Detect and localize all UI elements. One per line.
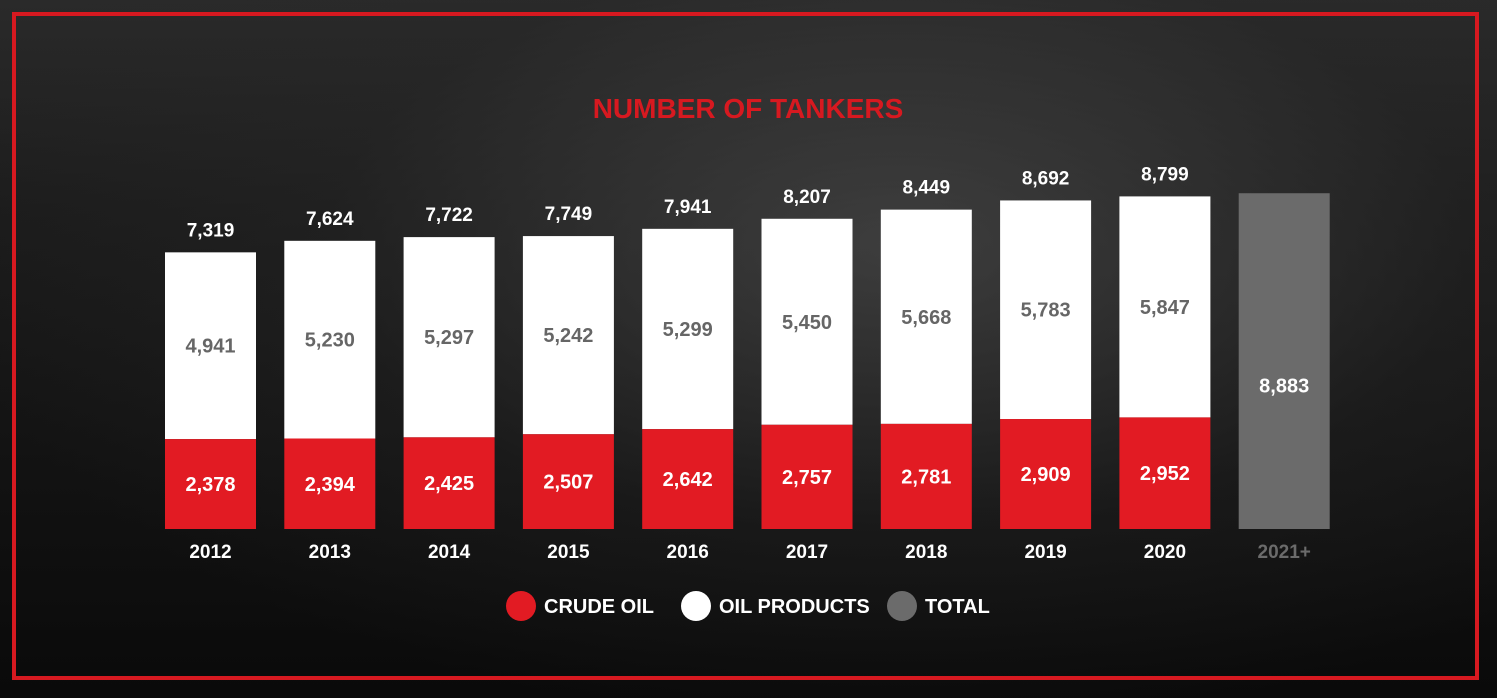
x-tick-label: 2016 (667, 542, 709, 563)
legend-label: TOTAL (925, 596, 990, 618)
x-tick-label: 2014 (428, 542, 471, 563)
x-tick-label: 2013 (309, 542, 351, 563)
bar-crude-oil (403, 437, 495, 529)
legend-swatch (681, 591, 711, 621)
bar-group-2018: 5,668 2,781 8,449 2018 (880, 178, 972, 563)
bar-crude-oil (880, 423, 972, 529)
bar-total (1238, 193, 1330, 529)
bar-crude-oil (642, 429, 734, 529)
bar-group-2017: 5,450 2,757 8,207 2017 (761, 187, 853, 563)
bar-group-2016: 5,299 2,642 7,941 2016 (642, 197, 734, 563)
label-crude-oil: 2,757 (782, 467, 832, 489)
legend-item-crude-oil: CRUDE OIL (506, 591, 654, 621)
bar-group-2015: 5,242 2,507 7,749 2015 (522, 204, 614, 563)
bar-oil-products (880, 209, 972, 424)
label-crude-oil: 2,952 (1140, 463, 1190, 485)
label-total: 7,941 (664, 197, 712, 218)
label-total: 8,692 (1022, 168, 1070, 189)
legend-item-total: TOTAL (887, 591, 990, 621)
label-crude-oil: 2,378 (185, 474, 235, 496)
bar-group-2013: 5,230 2,394 7,624 2013 (284, 209, 376, 563)
label-oil-products: 5,230 (305, 330, 355, 352)
legend-label: OIL PRODUCTS (719, 596, 870, 618)
bar-group-2021+: 8,883 2021+ (1238, 193, 1330, 563)
bar-group-2012: 4,941 2,378 7,319 2012 (165, 220, 256, 563)
label-crude-oil: 2,425 (424, 473, 474, 495)
label-oil-products: 5,242 (543, 325, 593, 347)
bar-crude-oil (761, 424, 853, 529)
legend-swatch (887, 591, 917, 621)
label-oil-products: 5,668 (901, 307, 951, 329)
bar-oil-products (284, 240, 376, 439)
label-total: 8,449 (903, 178, 951, 199)
bars: 4,9412,3787,31920125,2302,3947,62420135,… (165, 164, 1330, 563)
bar-oil-products (761, 218, 853, 425)
bar-oil-products (642, 228, 734, 430)
x-tick-label: 2015 (547, 542, 590, 563)
x-tick-label: 2021+ (1258, 542, 1311, 563)
bar-group-2014: 5,297 2,425 7,722 2014 (403, 205, 495, 563)
bar-group-2020: 5,847 2,952 8,799 2020 (1119, 164, 1211, 563)
x-tick-label: 2018 (905, 542, 947, 563)
label-oil-products: 5,847 (1140, 297, 1190, 319)
label-oil-products: 5,450 (782, 312, 832, 334)
bar-crude-oil (165, 439, 256, 529)
label-oil-products: 5,297 (424, 327, 474, 349)
chart-title: NUMBER OF TANKERS (593, 93, 904, 124)
label-crude-oil: 2,909 (1021, 464, 1071, 486)
label-total: 7,722 (425, 205, 473, 226)
legend-label: CRUDE OIL (544, 596, 654, 618)
bar-crude-oil (522, 434, 614, 529)
bar-crude-oil (1000, 419, 1092, 529)
bar-group-2019: 5,783 2,909 8,692 2019 (1000, 168, 1092, 563)
bar-oil-products (403, 237, 495, 438)
label-total: 7,749 (545, 204, 593, 225)
bar-crude-oil (284, 438, 376, 529)
label-oil-products: 4,941 (185, 336, 235, 358)
label-total: 8,799 (1141, 164, 1189, 185)
label-oil-products: 5,783 (1021, 300, 1071, 322)
bar-oil-products (1000, 200, 1092, 420)
bar-crude-oil (1119, 417, 1211, 529)
label-crude-oil: 2,781 (901, 466, 951, 488)
label-crude-oil: 2,507 (543, 472, 593, 494)
bar-oil-products (1119, 196, 1211, 418)
label-oil-products: 5,299 (663, 319, 713, 341)
legend: CRUDE OIL OIL PRODUCTS TOTAL (506, 591, 990, 621)
chart-frame (12, 12, 1479, 680)
x-tick-label: 2020 (1144, 542, 1186, 563)
bar-oil-products (522, 236, 614, 435)
label-total: 8,207 (783, 187, 831, 208)
x-tick-label: 2019 (1024, 542, 1066, 563)
legend-item-oil-products: OIL PRODUCTS (681, 591, 870, 621)
legend-swatch (506, 591, 536, 621)
label-total: 7,319 (187, 220, 235, 241)
label-total: 8,883 (1259, 376, 1309, 398)
x-tick-label: 2017 (786, 542, 828, 563)
label-crude-oil: 2,394 (305, 474, 356, 496)
x-tick-label: 2012 (189, 542, 231, 563)
label-total: 7,624 (306, 209, 354, 230)
bar-oil-products (165, 252, 256, 440)
label-crude-oil: 2,642 (663, 469, 713, 491)
